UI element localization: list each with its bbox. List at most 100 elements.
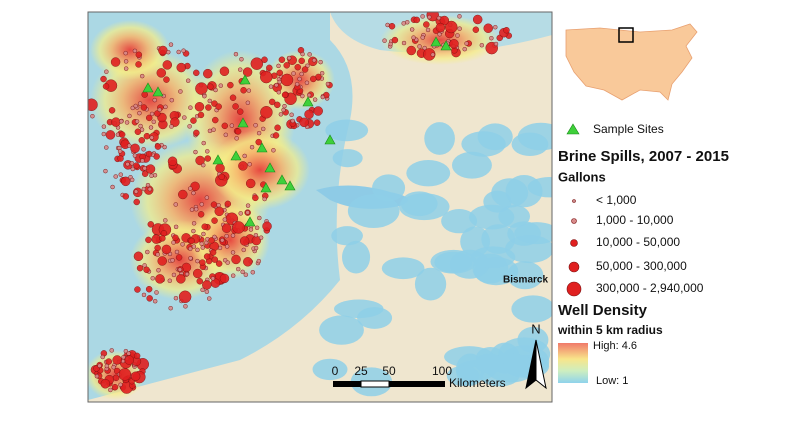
- spill-point: [225, 260, 230, 265]
- spill-point: [104, 145, 109, 150]
- spill-point: [249, 144, 255, 150]
- spill-point: [187, 124, 192, 129]
- spill-point: [257, 215, 262, 221]
- spill-point: [388, 22, 396, 30]
- spill-point: [134, 286, 141, 293]
- spill-point: [223, 132, 229, 138]
- spill-point: [219, 273, 230, 284]
- density-blob: [424, 122, 455, 155]
- scale-label: 100: [432, 364, 452, 378]
- spill-point: [318, 59, 323, 65]
- spill-point: [247, 162, 252, 167]
- spill-point: [250, 57, 264, 70]
- spill-point: [191, 228, 196, 234]
- spill-point: [157, 256, 167, 266]
- spill-point: [457, 26, 462, 31]
- spill-point: [203, 68, 213, 79]
- spill-point: [489, 35, 494, 41]
- spill-point: [236, 108, 244, 115]
- spill-point: [101, 124, 107, 129]
- spill-point: [252, 194, 259, 202]
- spill-point: [189, 207, 195, 212]
- spill-point: [170, 117, 180, 127]
- spill-point: [202, 93, 207, 99]
- spill-point: [215, 260, 223, 267]
- spill-point: [193, 206, 199, 212]
- spill-point: [210, 276, 216, 281]
- spill-point: [464, 41, 469, 46]
- spill-point: [171, 240, 176, 245]
- spill-point: [382, 38, 387, 43]
- spill-point: [176, 274, 186, 284]
- spill-point: [171, 272, 177, 278]
- spill-point: [119, 119, 124, 124]
- spill-point: [149, 173, 154, 178]
- density-blobs: [312, 119, 552, 397]
- spill-point: [457, 14, 462, 19]
- spill-point: [462, 46, 467, 52]
- spill-point: [455, 33, 460, 38]
- spill-point: [214, 206, 225, 217]
- density-blob: [357, 307, 393, 329]
- spill-point: [298, 57, 305, 65]
- map-frame: [87, 11, 553, 403]
- sample-site: [284, 180, 296, 191]
- spill-point: [493, 41, 499, 47]
- spill-point: [133, 352, 141, 360]
- spill-point: [294, 63, 301, 71]
- spill-point: [201, 223, 208, 230]
- spill-point: [124, 120, 130, 125]
- spill-point: [197, 111, 205, 119]
- spill-point: [166, 49, 171, 55]
- spill-point: [111, 383, 119, 391]
- spill-point: [233, 51, 239, 57]
- density-blob: [406, 160, 451, 187]
- spill-point: [271, 148, 276, 153]
- legend-symbol: [572, 199, 576, 203]
- spill-point: [195, 258, 200, 264]
- spill-point: [272, 132, 280, 139]
- spill-point: [132, 153, 138, 158]
- spill-point: [243, 272, 249, 277]
- spill-point: [207, 98, 213, 104]
- spill-point: [401, 40, 407, 46]
- spill-point: [127, 113, 132, 119]
- spill-point: [150, 276, 155, 281]
- density-blob: [468, 204, 515, 230]
- legend-label: < 1,000: [596, 193, 637, 207]
- spill-points: [88, 12, 513, 394]
- density-blob: [414, 267, 447, 301]
- spill-point: [425, 27, 431, 33]
- spill-point: [168, 42, 174, 47]
- spill-point: [193, 149, 198, 155]
- spill-point: [88, 98, 98, 112]
- spill-point: [188, 237, 195, 245]
- spill-point: [137, 110, 142, 116]
- spill-point: [258, 235, 264, 240]
- spill-point: [238, 161, 248, 171]
- spill-point: [140, 104, 148, 111]
- legend-symbol: [566, 281, 582, 297]
- legend-title: Brine Spills, 2007 - 2015: [558, 148, 729, 165]
- spill-point: [195, 155, 205, 166]
- spill-point: [208, 237, 215, 244]
- spill-point: [435, 22, 446, 33]
- spill-point: [142, 166, 147, 171]
- spill-point: [154, 290, 159, 295]
- legend-symbol: [571, 218, 577, 224]
- spill-point: [472, 14, 483, 25]
- legend-triangle: [566, 123, 580, 135]
- spill-point: [156, 268, 161, 273]
- spill-point: [430, 52, 436, 57]
- spill-point: [100, 75, 107, 83]
- spill-point: [230, 233, 236, 238]
- spill-point: [211, 217, 218, 224]
- spill-point: [90, 113, 95, 119]
- spill-point: [218, 173, 225, 181]
- legend-title: Well Density: [558, 302, 648, 319]
- spill-point: [147, 221, 155, 228]
- spill-point: [167, 278, 173, 284]
- sample-site: [142, 82, 154, 93]
- spill-point: [297, 76, 302, 82]
- spill-point: [283, 62, 290, 69]
